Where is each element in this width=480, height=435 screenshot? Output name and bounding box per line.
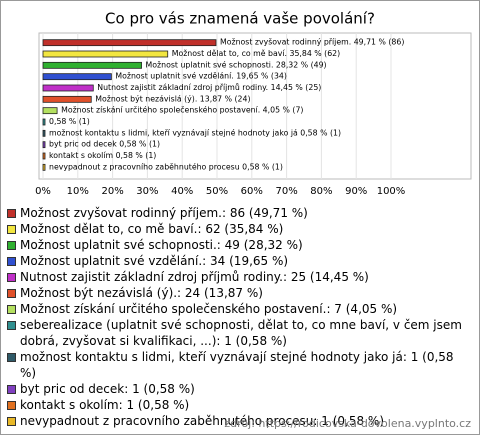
legend-item: Možnost zvyšovat rodinný příjem.: 86 (49… bbox=[7, 205, 469, 221]
legend-label: Možnost zvyšovat rodinný příjem.: 86 (49… bbox=[20, 206, 308, 220]
legend-swatch bbox=[7, 385, 16, 394]
x-tick-label: 30% bbox=[136, 186, 158, 197]
x-tick-label: 10% bbox=[67, 186, 89, 197]
legend-label: kontakt s okolím: 1 (0,58 %) bbox=[20, 398, 190, 412]
bar bbox=[42, 118, 46, 126]
legend-swatch bbox=[7, 321, 16, 330]
legend-label: Možnost uplatnit své schopnosti.: 49 (28… bbox=[20, 238, 303, 252]
data-label: možnost kontaktu s lidmi, kteří vyznávaj… bbox=[49, 128, 341, 137]
legend-label: Nutnost zajistit základní zdroj příjmů r… bbox=[20, 270, 369, 284]
legend-item: kontakt s okolím: 1 (0,58 %) bbox=[7, 397, 469, 413]
legend-item: Možnost uplatnit své schopnosti.: 49 (28… bbox=[7, 237, 469, 253]
source: zdroj: https://rodicovska-dovolena.vypln… bbox=[224, 417, 471, 430]
legend-label: seberealizace (uplatnit své schopnosti, … bbox=[20, 318, 462, 348]
legend-label: nevypadnout z pracovního zaběhnutého pro… bbox=[20, 414, 385, 428]
legend-item: Možnost dělat to, co mě baví.: 62 (35,84… bbox=[7, 221, 469, 237]
bar bbox=[42, 107, 58, 115]
legend-swatch bbox=[7, 401, 16, 410]
chart-title: Co pro vás znamená vaše povolání? bbox=[105, 10, 375, 28]
legend-item: Nutnost zajistit základní zdroj příjmů r… bbox=[7, 269, 469, 285]
legend-item: Možnost uplatnit své vzdělání.: 34 (19,6… bbox=[7, 253, 469, 269]
data-label: Možnost uplatnit své vzdělání. 19,65 % (… bbox=[115, 72, 287, 81]
data-label: Možnost uplatnit své schopnosti. 28,32 %… bbox=[146, 60, 327, 69]
legend-label: možnost kontaktu s lidmi, kteří vyznávaj… bbox=[20, 350, 454, 380]
legend-swatch bbox=[7, 289, 16, 298]
x-tick-label: 20% bbox=[101, 186, 123, 197]
legend-swatch bbox=[7, 273, 16, 282]
legend-swatch bbox=[7, 417, 16, 426]
x-tick-label: 0% bbox=[35, 186, 51, 197]
data-label: kontakt s okolím 0,58 % (1) bbox=[49, 151, 156, 160]
x-tick-label: 60% bbox=[241, 186, 263, 197]
x-tick-label: 90% bbox=[345, 186, 367, 197]
bar bbox=[42, 129, 46, 137]
bar bbox=[42, 84, 94, 92]
legend-swatch bbox=[7, 257, 16, 266]
x-tick-label: 40% bbox=[171, 186, 193, 197]
legend-swatch bbox=[7, 241, 16, 250]
data-label: 0,58 % (1) bbox=[49, 117, 90, 126]
bar bbox=[42, 61, 142, 69]
x-tick-label: 50% bbox=[206, 186, 228, 197]
legend-item: byt pric od decek: 1 (0,58 %) bbox=[7, 381, 469, 397]
legend-label: Možnost uplatnit své vzdělání.: 34 (19,6… bbox=[20, 254, 289, 268]
bar bbox=[42, 163, 46, 171]
data-label: Nutnost zajistit základní zdroj příjmů r… bbox=[97, 83, 321, 92]
bar bbox=[42, 141, 46, 149]
data-label: byt pric od decek 0,58 % (1) bbox=[49, 140, 160, 149]
legend-item: Možnost být nezávislá (ý).: 24 (13,87 %) bbox=[7, 285, 469, 301]
legend-item: nevypadnout z pracovního zaběhnutého pro… bbox=[7, 413, 469, 429]
data-label: Možnost získání určitého společenského p… bbox=[61, 106, 303, 115]
bar bbox=[42, 39, 217, 47]
bar bbox=[42, 95, 92, 103]
legend-swatch bbox=[7, 225, 16, 234]
legend-item: Možnost získání určitého společenského p… bbox=[7, 301, 469, 317]
bar bbox=[42, 73, 112, 81]
legend-swatch bbox=[7, 353, 16, 362]
x-tick-label: 80% bbox=[310, 186, 332, 197]
bar bbox=[42, 152, 46, 160]
legend-label: Možnost dělat to, co mě baví.: 62 (35,84… bbox=[20, 222, 284, 236]
data-label: Možnost zvyšovat rodinný příjem. 49,71 %… bbox=[220, 38, 404, 47]
x-tick-label: 100% bbox=[377, 186, 406, 197]
x-tick-label: 70% bbox=[275, 186, 297, 197]
plot-frame bbox=[38, 32, 472, 180]
legend-swatch bbox=[7, 209, 16, 218]
legend-item: možnost kontaktu s lidmi, kteří vyznávaj… bbox=[7, 349, 469, 381]
data-label: Možnost dělat to, co mě baví. 35,84 % (6… bbox=[172, 49, 340, 58]
legend-swatch bbox=[7, 305, 16, 314]
legend-label: Možnost být nezávislá (ý).: 24 (13,87 %) bbox=[20, 286, 263, 300]
data-label: nevypadnout z pracovního zaběhnutého pro… bbox=[49, 162, 283, 171]
legend-label: byt pric od decek: 1 (0,58 %) bbox=[20, 382, 195, 396]
legend: Možnost zvyšovat rodinný příjem.: 86 (49… bbox=[7, 205, 469, 429]
legend-label: Možnost získání určitého společenského p… bbox=[20, 302, 398, 316]
bar bbox=[42, 50, 169, 58]
legend-item: seberealizace (uplatnit své schopnosti, … bbox=[7, 317, 469, 349]
chart: Co pro vás znamená vaše povolání? 0% 10% 2… bbox=[35, 10, 472, 197]
data-label: Možnost být nezávislá (ý). 13,87 % (24) bbox=[95, 94, 250, 103]
